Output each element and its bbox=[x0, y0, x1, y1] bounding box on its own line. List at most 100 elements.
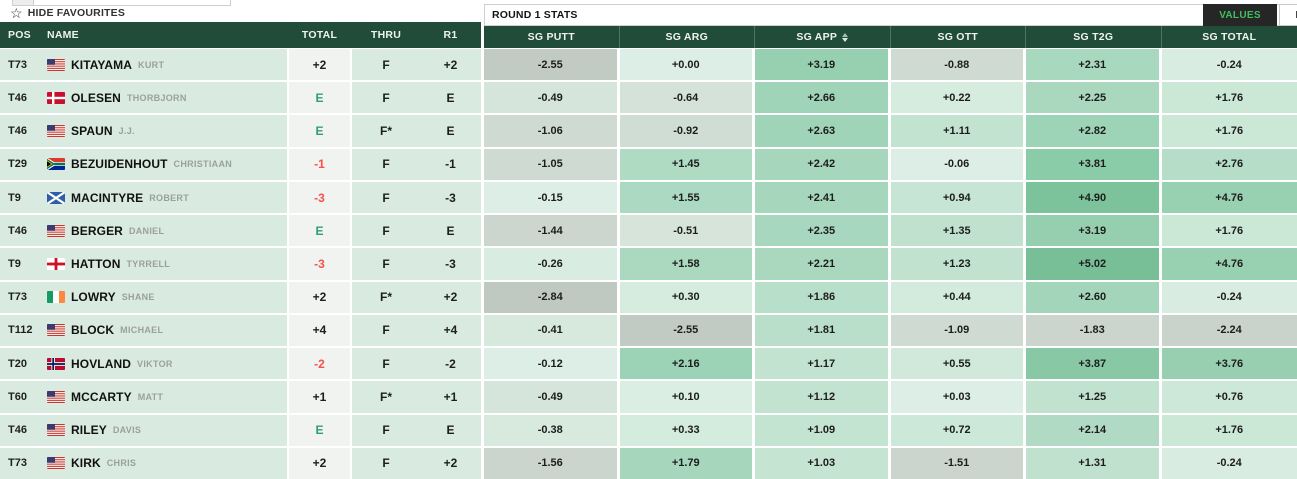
stat-cell-sg-putt: -0.49 bbox=[484, 82, 620, 114]
thru-cell: F bbox=[352, 82, 420, 114]
total-score-cell: +2 bbox=[287, 49, 352, 81]
player-first-name: DANIEL bbox=[128, 225, 165, 236]
sort-up-arrow bbox=[842, 32, 849, 37]
column-header-sg-ott[interactable]: SG OTT bbox=[890, 26, 1026, 48]
values-toggle-button[interactable]: VALUES bbox=[1203, 4, 1277, 26]
column-header-label: SG TOTAL bbox=[1202, 31, 1257, 43]
table-body: T73 KITAYAMA KURT +2 F +2 -2.55 +0.00 +3.19 -0.88… bbox=[0, 48, 1297, 479]
player-cell[interactable]: BLOCK MICHAEL bbox=[45, 314, 287, 347]
total-score-cell: -3 bbox=[287, 181, 352, 214]
flag-eng-icon bbox=[47, 258, 65, 271]
player-cell[interactable]: HOVLAND VIKTOR bbox=[45, 348, 287, 380]
stat-cell-sg-ott: +1.23 bbox=[890, 248, 1026, 280]
row-gap bbox=[481, 447, 484, 479]
stat-cell-sg-t2g: +1.25 bbox=[1026, 381, 1162, 413]
player-cell[interactable]: LOWRY SHANE bbox=[45, 281, 287, 313]
stat-cell-sg-t2g: +2.14 bbox=[1026, 414, 1162, 446]
stat-cell-sg-arg: +1.58 bbox=[619, 248, 755, 280]
thru-cell: F bbox=[352, 447, 420, 479]
player-cell[interactable]: BEZUIDENHOUT CHRISTIAAN bbox=[45, 148, 287, 180]
stat-cell-sg-total: -2.24 bbox=[1161, 314, 1297, 347]
flag-usa-icon bbox=[47, 58, 65, 71]
table-row: T46 SPAUN J.J. E F* E -1.06 -0.92 +2.63 +1.11 +2.8… bbox=[0, 115, 1297, 149]
stat-cell-sg-total: +1.76 bbox=[1161, 215, 1297, 247]
column-header-sg-putt[interactable]: SG PUTT bbox=[484, 26, 620, 48]
stat-cell-sg-total: -0.24 bbox=[1161, 49, 1297, 81]
stat-cell-sg-ott: +0.94 bbox=[890, 181, 1026, 214]
ranks-toggle-button[interactable]: RANKS bbox=[1279, 4, 1297, 26]
player-first-name: CHRIS bbox=[106, 458, 137, 469]
column-header-sg-total[interactable]: SG TOTAL bbox=[1161, 26, 1297, 48]
total-score-cell: -3 bbox=[287, 248, 352, 280]
row-gap bbox=[481, 215, 484, 247]
stat-cell-sg-total: +1.76 bbox=[1161, 82, 1297, 114]
player-cell[interactable]: SPAUN J.J. bbox=[45, 115, 287, 147]
player-cell[interactable]: MACINTYRE ROBERT bbox=[45, 181, 287, 214]
stat-cell-sg-arg: -0.64 bbox=[619, 82, 755, 114]
thru-cell: F* bbox=[352, 381, 420, 413]
player-cell[interactable]: OLESEN THORBJORN bbox=[45, 82, 287, 114]
stat-cell-sg-t2g: +5.02 bbox=[1026, 248, 1162, 280]
hide-favourites-button[interactable]: ☆ HIDE FAVOURITES bbox=[8, 4, 127, 21]
stat-cell-sg-t2g: +4.90 bbox=[1026, 181, 1162, 214]
pos-cell: T20 bbox=[0, 348, 45, 380]
stat-cell-sg-app: +1.17 bbox=[755, 348, 891, 380]
player-cell[interactable]: HATTON TYRRELL bbox=[45, 248, 287, 280]
player-cell[interactable]: BERGER DANIEL bbox=[45, 215, 287, 247]
stat-cell-sg-ott: +1.35 bbox=[890, 215, 1026, 247]
thru-cell: F bbox=[352, 314, 420, 347]
thru-cell: F* bbox=[352, 281, 420, 313]
column-header-thru: THRU bbox=[352, 22, 420, 48]
stat-cell-sg-ott: +0.44 bbox=[890, 281, 1026, 313]
column-header-r1: R1 bbox=[420, 22, 481, 48]
flag-nor-icon bbox=[47, 357, 65, 370]
flag-rsa-icon bbox=[47, 158, 65, 171]
search-input[interactable] bbox=[33, 0, 231, 6]
stats-panel-bar: ROUND 1 STATS VALUES RANKS bbox=[484, 4, 1297, 26]
player-cell[interactable]: RILEY DAVIS bbox=[45, 414, 287, 446]
flag-usa-icon bbox=[47, 324, 65, 337]
stat-cell-sg-app: +2.63 bbox=[755, 115, 891, 147]
stat-cell-sg-app: +2.41 bbox=[755, 181, 891, 214]
player-cell[interactable]: KITAYAMA KURT bbox=[45, 49, 287, 81]
row-gap bbox=[481, 281, 484, 313]
player-cell[interactable]: MCCARTY MATT bbox=[45, 381, 287, 413]
player-cell[interactable]: KIRK CHRIS bbox=[45, 447, 287, 479]
stat-cell-sg-putt: -2.84 bbox=[484, 281, 620, 313]
flag-sco-icon bbox=[47, 191, 65, 204]
thru-cell: F bbox=[352, 248, 420, 280]
stat-cell-sg-t2g: +3.87 bbox=[1026, 348, 1162, 380]
table-row: T112 BLOCK MICHAEL +4 F +4 -0.41 -2.55 +1.81 -1.0… bbox=[0, 314, 1297, 349]
flag-usa-icon bbox=[47, 457, 65, 470]
round1-score-cell: E bbox=[420, 414, 481, 446]
total-score-cell: +1 bbox=[287, 381, 352, 413]
stat-cell-sg-t2g: -1.83 bbox=[1026, 314, 1162, 347]
pos-cell: T73 bbox=[0, 49, 45, 81]
column-header-sg-arg[interactable]: SG ARG bbox=[619, 26, 755, 48]
column-header-sg-app[interactable]: SG APP bbox=[755, 26, 891, 48]
stat-cell-sg-t2g: +2.82 bbox=[1026, 115, 1162, 147]
pos-cell: T46 bbox=[0, 115, 45, 147]
player-first-name: MICHAEL bbox=[120, 325, 164, 336]
stat-cell-sg-putt: -0.26 bbox=[484, 248, 620, 280]
stat-cell-sg-arg: -0.92 bbox=[619, 115, 755, 147]
thru-cell: F* bbox=[352, 115, 420, 147]
table-row: T73 KITAYAMA KURT +2 F +2 -2.55 +0.00 +3.19 -0.88… bbox=[0, 49, 1297, 83]
player-last-name: HATTON bbox=[71, 257, 121, 272]
total-score-cell: E bbox=[287, 115, 352, 147]
stat-cell-sg-arg: +1.79 bbox=[619, 447, 755, 479]
sort-icon bbox=[842, 32, 849, 42]
stat-cell-sg-putt: -1.05 bbox=[484, 148, 620, 180]
stat-cell-sg-arg: +0.30 bbox=[619, 281, 755, 313]
pos-cell: T9 bbox=[0, 181, 45, 214]
pos-cell: T73 bbox=[0, 447, 45, 479]
stat-cell-sg-ott: +1.11 bbox=[890, 115, 1026, 147]
table-row: T46 RILEY DAVIS E F E -0.38 +0.33 +1.09 +0.72 +2.1… bbox=[0, 414, 1297, 448]
stat-cell-sg-app: +2.35 bbox=[755, 215, 891, 247]
pos-cell: T73 bbox=[0, 281, 45, 313]
column-header-sg-t2g[interactable]: SG T2G bbox=[1026, 26, 1162, 48]
round1-score-cell: E bbox=[420, 215, 481, 247]
stat-cell-sg-ott: +0.03 bbox=[890, 381, 1026, 413]
stat-cell-sg-t2g: +2.31 bbox=[1026, 49, 1162, 81]
player-first-name: J.J. bbox=[118, 126, 135, 137]
